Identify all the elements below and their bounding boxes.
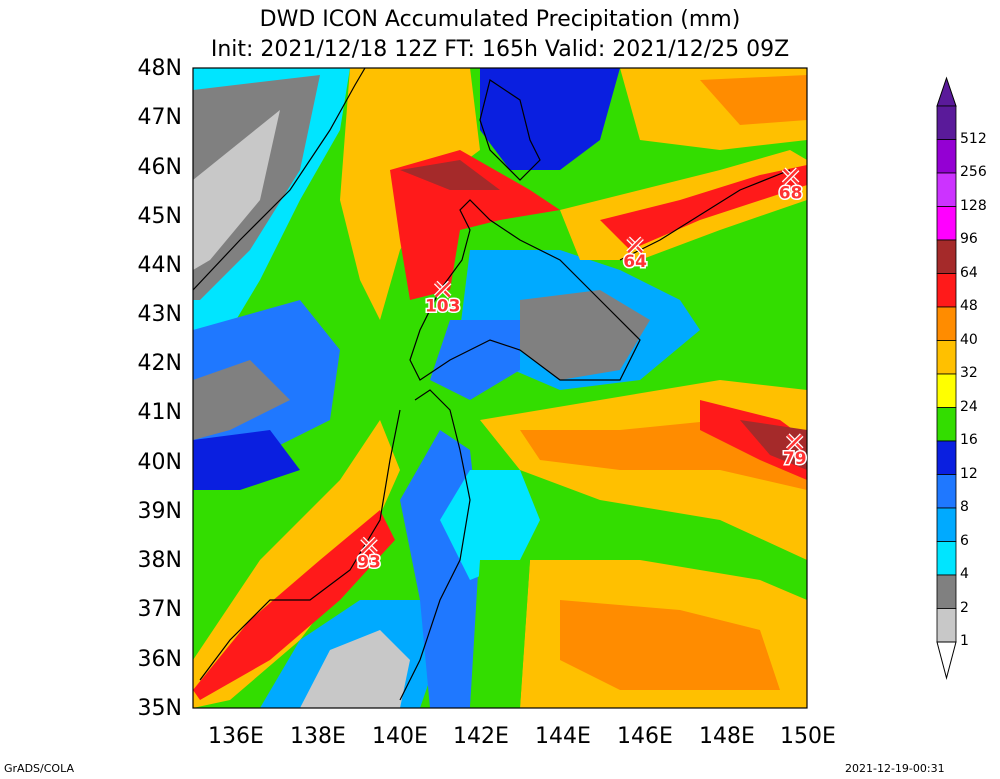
colorbar-level-label: 48 (960, 298, 978, 314)
colorbar-swatch (936, 574, 957, 609)
colorbar-level-label: 96 (960, 231, 978, 247)
max-marker-label: 93 (357, 553, 381, 573)
colorbar-swatch (936, 172, 957, 207)
colorbar-level-label: 256 (960, 164, 987, 180)
precip-field (193, 68, 807, 708)
colorbar-swatch (936, 407, 957, 442)
lat-label: 42N (137, 351, 182, 376)
colorbar-swatch (936, 608, 957, 643)
lat-label: 41N (137, 400, 182, 425)
lon-label: 142E (453, 724, 509, 749)
lon-label: 150E (780, 724, 836, 749)
colorbar-swatch (936, 373, 957, 408)
colorbar-level-label: 6 (960, 532, 969, 549)
colorbar-swatch (936, 474, 957, 509)
footer-credit: GrADS/COLA (4, 762, 74, 775)
lon-label: 136E (208, 724, 264, 749)
max-markers: 103 64 68 79 93 (356, 167, 808, 574)
colorbar-level-label: 24 (960, 398, 978, 415)
colorbar-swatch (936, 206, 957, 241)
max-marker: 79 (781, 433, 808, 471)
colorbar-level-label: 8 (960, 499, 969, 515)
colorbar-bottom-arrow (936, 641, 957, 680)
colorbar-level-label: 32 (960, 365, 978, 381)
colorbar-swatch (936, 105, 957, 140)
max-marker: 68 (777, 167, 804, 205)
colorbar-swatch (936, 306, 957, 341)
colorbar-level-label: 512 (960, 130, 987, 147)
lon-label: 140E (372, 724, 428, 749)
footer-timestamp: 2021-12-19-00:31 (845, 762, 945, 775)
map-frame (192, 67, 808, 709)
colorbar-level-label: 128 (960, 197, 987, 214)
colorbar-swatch (936, 239, 957, 274)
colorbar-swatch (936, 340, 957, 375)
max-marker: 103 (423, 280, 462, 318)
lon-label: 144E (535, 724, 591, 749)
lat-label: 43N (137, 302, 182, 327)
colorbar-level-label: 2 (960, 599, 969, 616)
lat-label: 45N (137, 204, 182, 229)
lat-label: 38N (137, 548, 182, 573)
colorbar-level-label: 16 (960, 432, 978, 448)
colorbar-level-label: 12 (960, 465, 978, 482)
colorbar-level-label: 1 (960, 633, 969, 649)
lat-label: 47N (137, 105, 182, 130)
lat-label: 37N (137, 597, 182, 622)
colorbar-top-arrow (936, 76, 957, 107)
colorbar-level-label: 64 (960, 264, 978, 281)
colorbar-level-label: 40 (960, 331, 978, 348)
colorbar-level-label: 4 (960, 566, 969, 582)
map-title: DWD ICON Accumulated Precipitation (mm) (259, 7, 741, 32)
max-marker-label: 79 (783, 449, 807, 469)
lat-label: 36N (137, 647, 182, 672)
lon-label: 146E (617, 724, 673, 749)
colorbar-swatch (936, 440, 957, 475)
lat-label: 35N (137, 696, 182, 721)
colorbar-swatch (936, 273, 957, 308)
colorbar-swatch (936, 139, 957, 174)
max-marker-label: 103 (425, 297, 461, 317)
lat-label: 48N (137, 56, 182, 81)
map-subtitle: Init: 2021/12/18 12Z FT: 165h Valid: 202… (210, 37, 790, 62)
max-marker: 93 (356, 536, 382, 574)
max-marker: 64 (622, 236, 649, 274)
lat-label: 39N (137, 499, 182, 524)
max-marker-label: 68 (779, 183, 803, 203)
lon-label: 138E (290, 724, 346, 749)
lat-label: 44N (137, 253, 182, 278)
lat-label: 40N (137, 450, 182, 475)
lat-label: 46N (137, 155, 182, 180)
colorbar-swatch (936, 507, 957, 542)
lon-label: 148E (699, 724, 755, 749)
max-marker-label: 64 (623, 252, 647, 272)
colorbar-swatch (936, 541, 957, 576)
coastline (193, 68, 791, 701)
